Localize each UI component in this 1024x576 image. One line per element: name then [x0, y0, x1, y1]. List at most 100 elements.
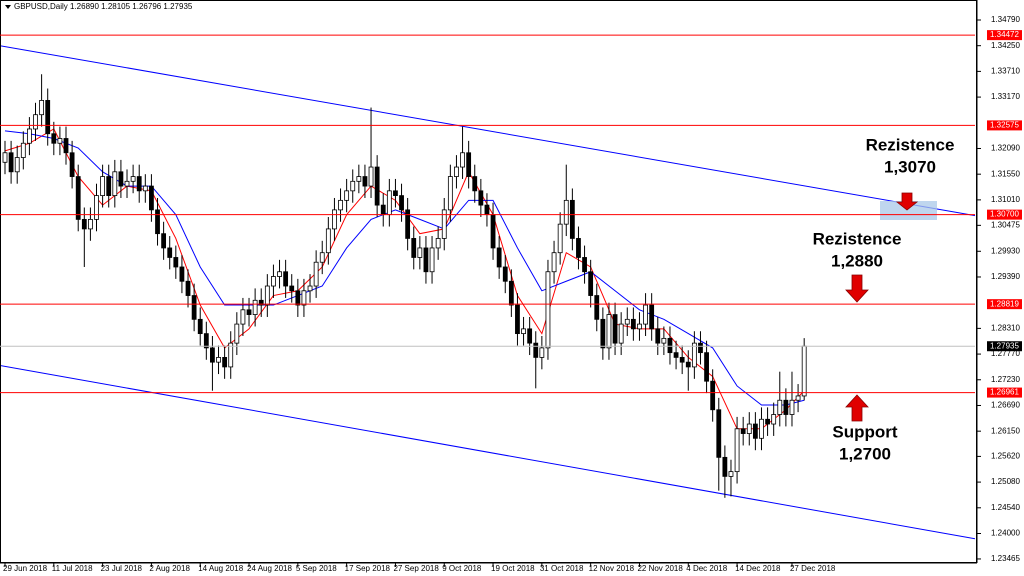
level-tag [987, 387, 1022, 398]
x-tick-label: 31 Oct 2018 [540, 564, 584, 573]
candle-body [667, 337, 673, 354]
level-tag [987, 120, 1022, 131]
chart-header: GBPUSD,Daily 1.26890 1.28105 1.26796 1.2… [14, 2, 193, 11]
candle-body [704, 352, 709, 382]
candle-body [295, 290, 301, 306]
candle-body [484, 204, 490, 216]
highlight-box [880, 201, 937, 220]
x-tick-label: 27 Sep 2018 [393, 564, 439, 573]
level-tag [987, 209, 1022, 220]
y-tick-label: 1.27230 [991, 375, 1020, 384]
candle-body [417, 247, 423, 258]
y-tick-label: 1.33710 [991, 66, 1020, 75]
candle-body [612, 314, 618, 344]
channel-line [0, 45, 976, 217]
channel-line [0, 365, 976, 540]
candle-body [472, 176, 478, 192]
candle-body [734, 428, 740, 473]
x-tick-label: 14 Aug 2018 [198, 564, 243, 573]
candle-body [246, 309, 252, 315]
candle-body [81, 218, 87, 230]
candle-body [630, 318, 636, 330]
candle-body [33, 114, 38, 130]
arrow-up [845, 394, 869, 422]
candle-body [197, 318, 203, 335]
candle-body [411, 238, 417, 258]
candle-body [307, 285, 313, 292]
candle-body [332, 209, 337, 230]
candle-body [264, 285, 270, 306]
candle-body [582, 257, 587, 273]
candle-body [698, 342, 703, 354]
candle-body [362, 176, 368, 187]
candle-body [45, 100, 51, 135]
x-tick-label: 14 Dec 2018 [735, 564, 781, 573]
candle-body [210, 347, 215, 363]
candle-body [759, 418, 764, 439]
candle-body [319, 252, 325, 263]
candle-body [423, 247, 429, 273]
candle-body [313, 261, 319, 287]
candle-body [240, 309, 246, 325]
candle-body [203, 333, 209, 349]
y-tick-label: 1.34250 [991, 41, 1020, 50]
candle-body [27, 128, 32, 144]
candle-body [118, 171, 124, 187]
level-tag [987, 30, 1022, 41]
candle-body [679, 357, 685, 363]
y-tick-label: 1.24540 [991, 503, 1020, 512]
candle-body [752, 423, 758, 439]
level-tag [987, 299, 1022, 310]
y-tick-label: 1.24000 [991, 529, 1020, 538]
y-tick-label: 1.27770 [991, 349, 1020, 358]
candle-body [14, 157, 20, 173]
candle-body [185, 280, 191, 296]
candle-body [557, 223, 563, 254]
x-tick-label: 29 Jun 2018 [3, 564, 48, 573]
candle-body [393, 190, 398, 196]
y-tick-label: 1.34790 [991, 15, 1020, 24]
candle-body [685, 361, 691, 368]
x-tick-label: 12 Nov 2018 [589, 564, 635, 573]
x-tick-label: 2 Aug 2018 [149, 564, 190, 573]
y-tick-label: 1.25080 [991, 477, 1020, 486]
candle-body [94, 195, 99, 220]
candle-body [771, 414, 777, 425]
candle-body [277, 271, 282, 277]
candle-body [478, 190, 484, 206]
candle-body [350, 180, 356, 192]
y-tick-label: 1.25620 [991, 452, 1020, 461]
x-tick-label: 23 Jul 2018 [101, 564, 143, 573]
candle-body [20, 142, 26, 158]
level-label: 1.26961 [990, 388, 1019, 397]
candle-body [179, 266, 185, 282]
candle-body [368, 166, 374, 187]
candle-body [399, 195, 404, 211]
x-tick-label: 22 Nov 2018 [637, 564, 683, 573]
candle-body [533, 342, 539, 358]
candle-body [234, 323, 240, 344]
y-tick-label: 1.31010 [991, 195, 1020, 204]
annotation: Support [832, 422, 897, 441]
candle-body [594, 295, 600, 320]
candle-body [490, 214, 496, 249]
candle-body [155, 209, 160, 235]
candle-body [222, 357, 228, 368]
candle-body [460, 152, 465, 168]
candle-body [283, 271, 289, 287]
candle-body [795, 395, 801, 401]
candle-body [173, 257, 179, 268]
y-tick-label: 1.26690 [991, 401, 1020, 410]
x-tick-label: 19 Oct 2018 [491, 564, 535, 573]
candle-body [521, 328, 526, 335]
candle-body [661, 337, 667, 344]
candle-body [216, 357, 221, 363]
candle-body [69, 152, 75, 177]
x-tick-label: 24 Aug 2018 [247, 564, 292, 573]
candle-body [673, 352, 679, 358]
y-tick-label: 1.23465 [991, 554, 1020, 563]
candle-body [655, 328, 661, 344]
candle-body [429, 247, 435, 273]
candle-body [124, 180, 130, 187]
